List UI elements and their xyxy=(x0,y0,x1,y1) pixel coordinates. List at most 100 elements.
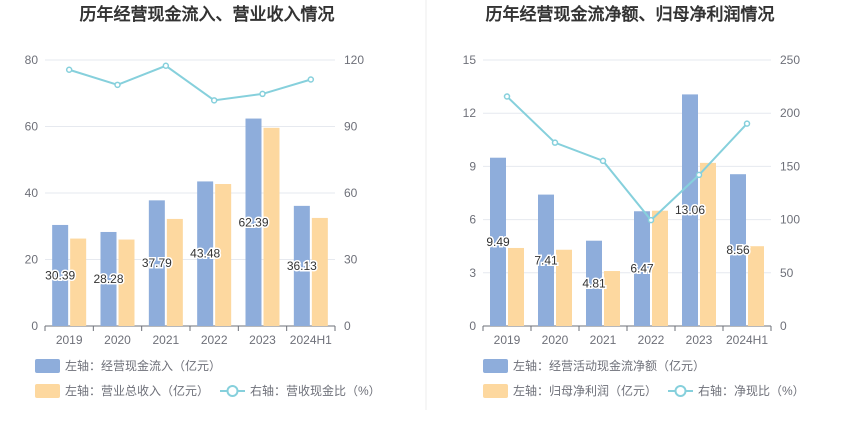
legend-label: 左轴：经营现金流入（亿元） xyxy=(65,358,221,373)
right-axis-tick-label: 120 xyxy=(344,53,364,67)
line-point xyxy=(307,76,315,83)
bar-data-label: 13.06 xyxy=(675,203,705,217)
bar xyxy=(215,184,232,326)
right-axis-tick-label: 150 xyxy=(780,159,800,173)
bar xyxy=(700,162,716,326)
legend-swatch-marker xyxy=(674,385,687,397)
right-axis-tick-label: 0 xyxy=(780,319,787,333)
bar xyxy=(263,127,280,326)
legend-label: 左轴：归母净利润（亿元） xyxy=(513,383,657,398)
right-axis-tick-label: 50 xyxy=(780,266,794,280)
left-axis-tick-label: 80 xyxy=(25,53,39,67)
bar xyxy=(148,200,165,326)
bar xyxy=(311,217,328,326)
bar xyxy=(604,271,620,326)
left-axis-tick-label: 40 xyxy=(25,186,39,200)
x-axis-tick-label: 2019 xyxy=(494,333,521,347)
x-axis-tick-label: 2020 xyxy=(104,333,131,347)
left-axis-tick-label: 0 xyxy=(469,319,476,333)
bar-data-label: 9.49 xyxy=(486,235,510,249)
x-axis-tick-label: 2023 xyxy=(249,333,276,347)
legend-swatch-bar xyxy=(483,359,508,373)
line-point xyxy=(65,66,73,74)
bar-data-label: 8.56 xyxy=(726,243,750,257)
x-axis-tick-label: 2019 xyxy=(56,333,83,347)
x-axis-tick-label: 2022 xyxy=(201,333,228,347)
line-point xyxy=(210,97,218,104)
left-axis-tick-label: 6 xyxy=(469,213,476,227)
net-cash-flow-profit-chart: 历年经营现金流净额、归母净利润情况03691215050100150200250… xyxy=(463,4,805,398)
bar xyxy=(490,157,506,326)
bar-data-label: 43.48 xyxy=(190,247,220,261)
left-axis-tick-label: 9 xyxy=(469,159,476,173)
right-axis-tick-label: 60 xyxy=(344,186,358,200)
line-point xyxy=(647,216,655,224)
x-axis-tick-label: 2022 xyxy=(638,333,665,347)
series-line xyxy=(68,64,312,102)
bar xyxy=(634,211,650,326)
legend-label: 左轴：营业总收入（亿元） xyxy=(65,383,209,398)
legend-label: 右轴：净现比（%） xyxy=(698,383,805,398)
x-axis-tick-label: 2024H1 xyxy=(726,333,768,347)
left-axis-tick-label: 15 xyxy=(463,53,477,67)
right-axis-tick-label: 90 xyxy=(344,120,358,134)
line-point xyxy=(503,93,511,100)
right-axis-tick-label: 200 xyxy=(780,106,800,120)
bar-data-label: 37.79 xyxy=(142,256,172,270)
bar xyxy=(293,205,310,326)
legend-swatch-marker xyxy=(226,385,239,397)
bar xyxy=(100,231,117,326)
line-point xyxy=(599,157,607,165)
bar xyxy=(652,210,668,326)
bar xyxy=(52,224,69,326)
bar-data-label: 6.47 xyxy=(630,262,654,276)
left-axis-tick-label: 12 xyxy=(463,106,477,120)
bar-data-label: 4.81 xyxy=(582,276,606,290)
bar xyxy=(586,240,602,326)
x-axis-tick-label: 2024H1 xyxy=(290,333,332,347)
legend-swatch-bar xyxy=(483,384,508,398)
bar xyxy=(245,118,262,326)
legend-label: 右轴：营收现金比（%） xyxy=(250,383,381,398)
x-axis-tick-label: 2021 xyxy=(152,333,179,347)
bar xyxy=(748,246,764,326)
bar-data-label: 28.28 xyxy=(93,272,123,286)
bar xyxy=(508,247,524,326)
bar xyxy=(730,174,746,326)
bar-data-label: 36.13 xyxy=(287,259,317,273)
right-axis-tick-label: 250 xyxy=(780,53,800,67)
line-point xyxy=(695,171,703,179)
left-axis-tick-label: 60 xyxy=(25,120,39,134)
bar xyxy=(538,194,554,326)
bar xyxy=(118,239,135,326)
left-axis-tick-label: 3 xyxy=(469,266,476,280)
right-axis-tick-label: 0 xyxy=(344,319,351,333)
legend-label: 左轴：经营活动现金流净额（亿元） xyxy=(513,358,705,373)
x-axis-tick-label: 2021 xyxy=(590,333,617,347)
left-axis-tick-label: 0 xyxy=(31,319,38,333)
series-line xyxy=(506,95,748,222)
x-axis-tick-label: 2023 xyxy=(686,333,713,347)
left-axis-tick-label: 20 xyxy=(25,253,39,267)
line-point xyxy=(259,90,266,98)
legend-swatch-bar xyxy=(35,384,60,398)
line-point xyxy=(551,139,559,146)
bar xyxy=(166,218,183,326)
bar xyxy=(70,238,87,326)
bar xyxy=(682,94,698,326)
line-point xyxy=(162,62,170,70)
chart-title: 历年经营现金流入、营业收入情况 xyxy=(80,4,335,24)
bar-data-label: 30.39 xyxy=(45,268,75,282)
right-axis-tick-label: 100 xyxy=(780,213,800,227)
line-point xyxy=(114,81,121,89)
bar-data-label: 62.39 xyxy=(238,215,268,229)
chart-title: 历年经营现金流净额、归母净利润情况 xyxy=(486,4,775,24)
x-axis-tick-label: 2020 xyxy=(542,333,569,347)
right-axis-tick-label: 30 xyxy=(344,253,358,267)
legend-swatch-bar xyxy=(35,359,60,373)
bar xyxy=(197,181,214,326)
cash-inflow-revenue-chart: 历年经营现金流入、营业收入情况 0 20 40 60 80 0 30 60 90 120 2019 20… xyxy=(25,4,381,398)
line-point xyxy=(743,120,751,127)
bar-data-label: 7.41 xyxy=(534,253,558,267)
